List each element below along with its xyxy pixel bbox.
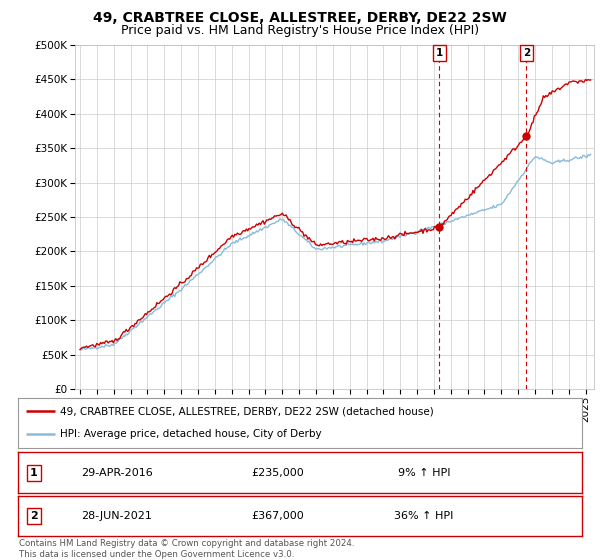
Text: £367,000: £367,000 <box>251 511 304 521</box>
Text: 9% ↑ HPI: 9% ↑ HPI <box>398 468 451 478</box>
Text: Contains HM Land Registry data © Crown copyright and database right 2024.
This d: Contains HM Land Registry data © Crown c… <box>19 539 355 559</box>
Text: 29-APR-2016: 29-APR-2016 <box>81 468 152 478</box>
Text: 49, CRABTREE CLOSE, ALLESTREE, DERBY, DE22 2SW (detached house): 49, CRABTREE CLOSE, ALLESTREE, DERBY, DE… <box>60 406 434 416</box>
Text: 1: 1 <box>30 468 38 478</box>
Text: HPI: Average price, detached house, City of Derby: HPI: Average price, detached house, City… <box>60 430 322 440</box>
Text: 2: 2 <box>523 48 530 58</box>
Text: £235,000: £235,000 <box>251 468 304 478</box>
Text: 28-JUN-2021: 28-JUN-2021 <box>81 511 152 521</box>
Text: 2: 2 <box>30 511 38 521</box>
Text: 1: 1 <box>436 48 443 58</box>
Text: Price paid vs. HM Land Registry's House Price Index (HPI): Price paid vs. HM Land Registry's House … <box>121 24 479 37</box>
Text: 49, CRABTREE CLOSE, ALLESTREE, DERBY, DE22 2SW: 49, CRABTREE CLOSE, ALLESTREE, DERBY, DE… <box>93 11 507 25</box>
Text: 36% ↑ HPI: 36% ↑ HPI <box>394 511 454 521</box>
